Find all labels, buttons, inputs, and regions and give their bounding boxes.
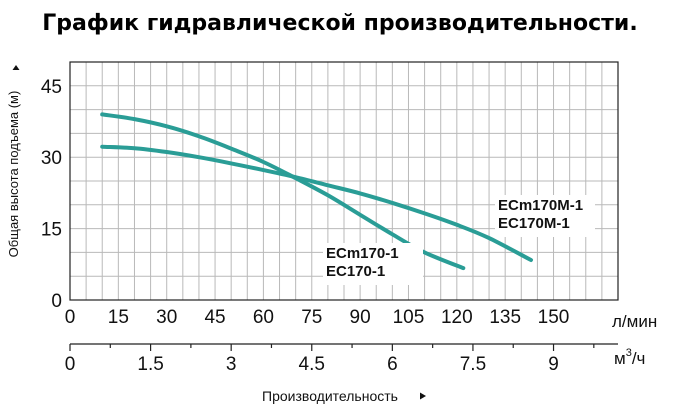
- x-axis-ticks: 0 15 30 45 60 75 90 105 120 135 150: [65, 307, 570, 328]
- y-tick-label: 0: [51, 291, 62, 312]
- plot-frame: [69, 61, 619, 301]
- y-tick-label: 15: [41, 220, 62, 241]
- x-axis-arrow-icon: [420, 392, 426, 400]
- x-tick-label: 30: [156, 307, 177, 328]
- x2-tick-label: 0: [65, 354, 76, 375]
- series-label-1: EC170-1: [326, 263, 385, 280]
- x-tick-label: 105: [393, 307, 425, 328]
- x-tick-label: 15: [108, 307, 129, 328]
- series-line-2: [100, 144, 533, 262]
- series-label-2: ECm170M-1: [498, 197, 583, 214]
- x-axis-label: Производительность: [262, 388, 398, 404]
- series-label-background: [495, 195, 595, 237]
- series-label-1: ECm170-1: [326, 245, 399, 262]
- y-tick-label: 45: [41, 77, 62, 98]
- series-line-1: [100, 112, 466, 271]
- x2-tick-label: 4.5: [299, 354, 325, 375]
- x2-tick-label: 7.5: [460, 354, 486, 375]
- series-label-2: EC170M-1: [498, 215, 570, 232]
- y-axis-label: Общая высота подъема (м): [6, 91, 21, 258]
- y-axis-arrow-icon: [12, 65, 20, 70]
- x-tick-label: 90: [350, 307, 371, 328]
- x-tick-label: 45: [204, 307, 225, 328]
- x-axis-unit: л/мин: [612, 312, 657, 331]
- chart-title: График гидравлической производительности…: [42, 11, 637, 36]
- x2-tick-label: 9: [548, 354, 559, 375]
- x-tick-label: 150: [538, 307, 570, 328]
- x2-tick-label: 3: [226, 354, 237, 375]
- series-label-background: [323, 243, 423, 285]
- x-tick-label: 60: [253, 307, 274, 328]
- x-tick-label: 75: [301, 307, 322, 328]
- y-axis-ticks: 0 15 30 45: [41, 77, 62, 312]
- x-tick-label: 135: [489, 307, 521, 328]
- x2-tick-label: 6: [387, 354, 398, 375]
- x-tick-label: 0: [65, 307, 76, 328]
- x2-axis-unit: м3/ч: [614, 347, 645, 368]
- x2-axis: 0 1.5 3 4.5 6 7.5 9: [65, 343, 618, 375]
- curves: [100, 112, 533, 271]
- y-tick-label: 30: [41, 148, 62, 169]
- x-tick-label: 120: [441, 307, 473, 328]
- x2-tick-label: 1.5: [137, 354, 163, 375]
